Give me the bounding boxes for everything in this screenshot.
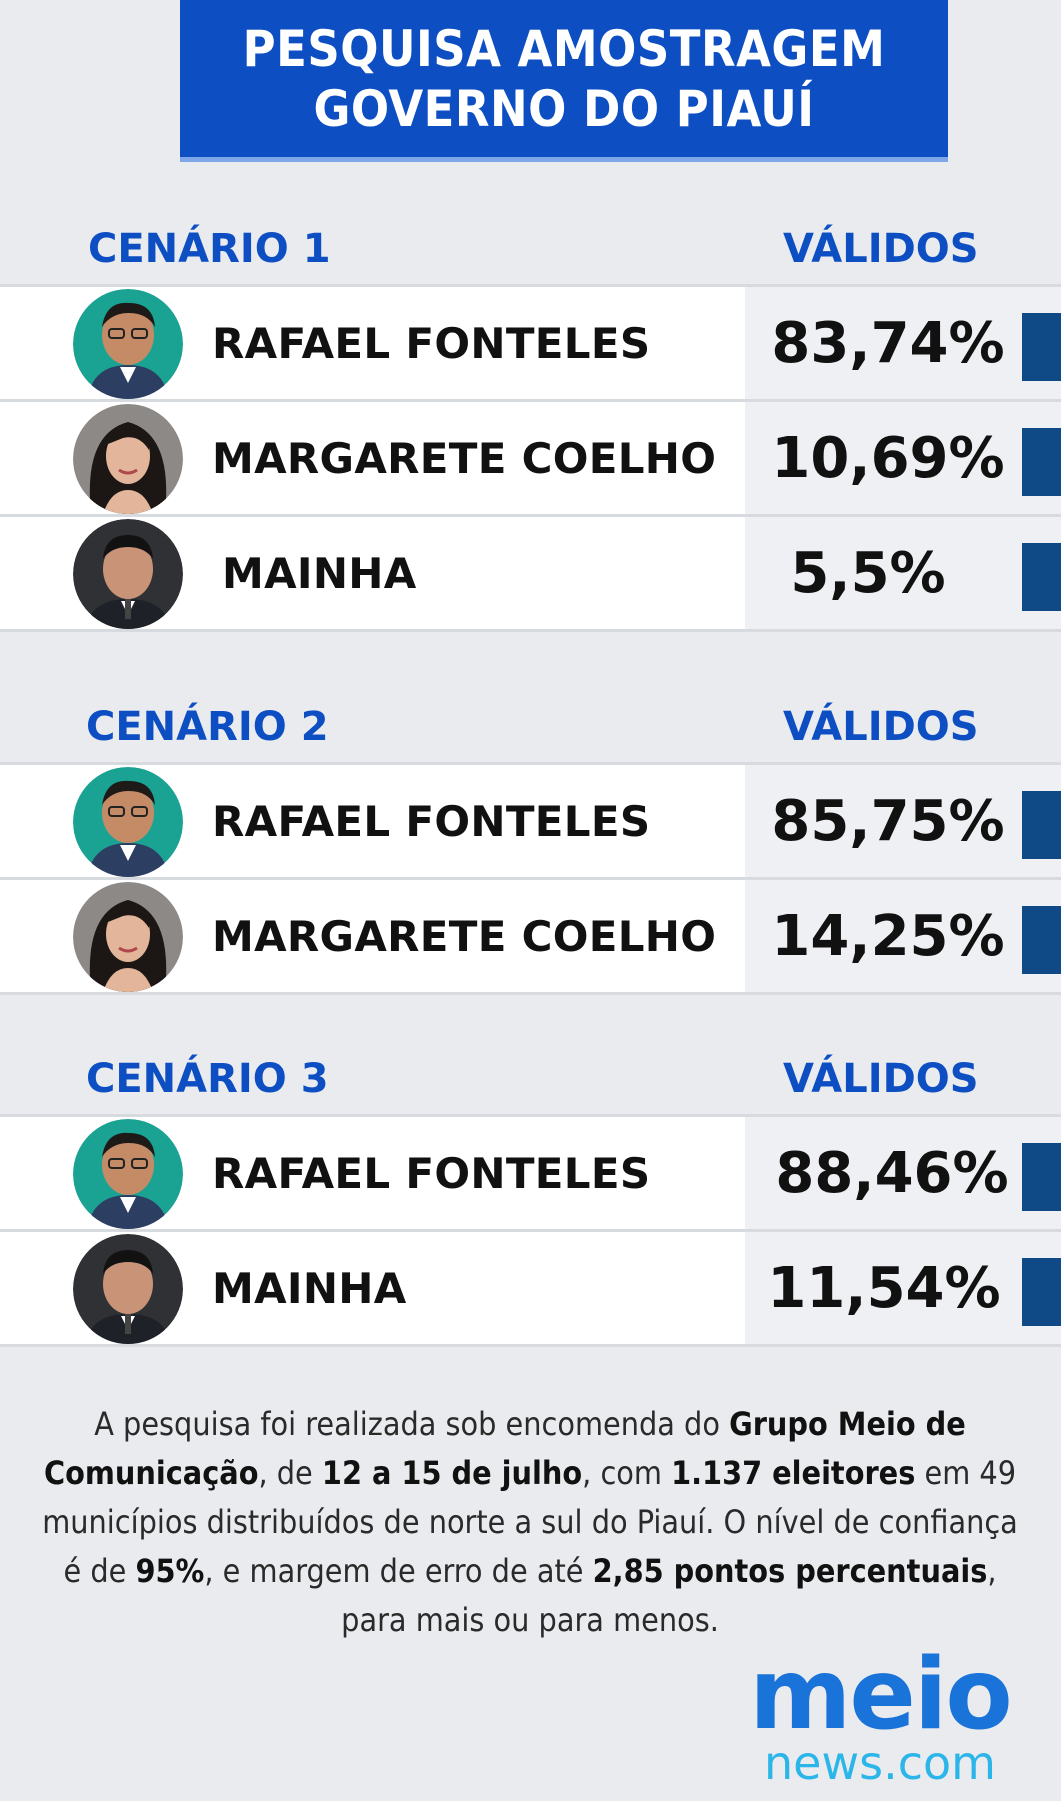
- row-divider: [0, 877, 1061, 880]
- scenario-title: CENÁRIO 2: [86, 704, 329, 750]
- percentage-bar: [1022, 428, 1061, 496]
- scenario-1-heading: CENÁRIO 1 VÁLIDOS: [0, 218, 1061, 278]
- scenario-title: CENÁRIO 1: [88, 226, 331, 272]
- candidate-percentage: 5,5%: [790, 541, 946, 606]
- scenario-title: CENÁRIO 3: [86, 1056, 329, 1102]
- value-cell: [745, 1117, 1061, 1229]
- validos-label: VÁLIDOS: [783, 704, 979, 750]
- row-divider: [0, 284, 1061, 287]
- candidate-percentage: 10,69%: [771, 426, 1005, 491]
- value-cell: [745, 1232, 1061, 1344]
- row-divider: [0, 629, 1061, 632]
- candidate-row: RAFAEL FONTELES 88,46%: [0, 1114, 1061, 1232]
- candidate-row: MAINHA 5,5%: [0, 517, 1061, 632]
- methodology-note: A pesquisa foi realizada sob encomenda d…: [30, 1400, 1030, 1645]
- rafael-avatar: [73, 767, 183, 877]
- note-emphasis: 2,85 pontos percentuais: [592, 1552, 988, 1590]
- percentage-bar: [1022, 313, 1061, 381]
- header-title-line1: PESQUISA AMOSTRAGEM: [242, 19, 886, 78]
- row-divider: [0, 514, 1061, 517]
- value-cell: [745, 517, 1061, 629]
- note-text: A pesquisa foi realizada sob encomenda d…: [94, 1405, 730, 1443]
- note-text: , e margem de erro de até: [204, 1552, 593, 1590]
- value-cell: [745, 880, 1061, 992]
- candidate-name: RAFAEL FONTELES: [212, 319, 651, 368]
- meionews-logo: meio news.com: [740, 1638, 1020, 1790]
- rafael-avatar: [73, 289, 183, 399]
- note-text: , de: [258, 1454, 322, 1492]
- percentage-bar: [1022, 906, 1061, 974]
- value-cell: [745, 765, 1061, 877]
- page-header: PESQUISA AMOSTRAGEM GOVERNO DO PIAUÍ: [180, 0, 948, 162]
- scenario-3-heading: CENÁRIO 3 VÁLIDOS: [0, 1048, 1061, 1108]
- percentage-bar: [1022, 543, 1061, 611]
- validos-label: VÁLIDOS: [783, 1056, 979, 1102]
- scenario-2-heading: CENÁRIO 2 VÁLIDOS: [0, 696, 1061, 756]
- candidate-percentage: 83,74%: [771, 311, 1005, 376]
- logo-word-meio: meio: [749, 1638, 1013, 1752]
- rafael-avatar: [73, 1119, 183, 1229]
- row-divider: [0, 992, 1061, 995]
- note-emphasis: 1.137 eleitores: [671, 1454, 916, 1492]
- note-emphasis: 95%: [135, 1552, 205, 1590]
- percentage-bar: [1022, 791, 1061, 859]
- candidate-name: MARGARETE COELHO: [212, 434, 717, 483]
- logo-word-news: news.com: [764, 1736, 996, 1790]
- mainha-avatar: [73, 1234, 183, 1344]
- candidate-row: MARGARETE COELHO 14,25%: [0, 880, 1061, 995]
- row-divider: [0, 1344, 1061, 1347]
- candidate-row: MARGARETE COELHO 10,69%: [0, 402, 1061, 517]
- note-emphasis: 12 a 15 de julho: [321, 1454, 583, 1492]
- candidate-row: RAFAEL FONTELES 85,75%: [0, 762, 1061, 880]
- note-emphasis: Grupo Meio de Comunicação: [43, 1405, 966, 1492]
- candidate-name: MAINHA: [212, 1264, 407, 1313]
- validos-label: VÁLIDOS: [783, 226, 979, 272]
- mainha-avatar: [73, 519, 183, 629]
- row-divider: [0, 762, 1061, 765]
- percentage-bar: [1022, 1143, 1061, 1211]
- row-divider: [0, 1114, 1061, 1117]
- candidate-name: RAFAEL FONTELES: [212, 797, 651, 846]
- margarete-avatar: [73, 882, 183, 992]
- candidate-percentage: 85,75%: [771, 789, 1005, 854]
- value-cell: [745, 287, 1061, 399]
- row-divider: [0, 1229, 1061, 1232]
- row-divider: [0, 399, 1061, 402]
- value-cell: [745, 402, 1061, 514]
- candidate-name: RAFAEL FONTELES: [212, 1149, 651, 1198]
- note-text: em 49 municípios distribuídos de norte a…: [42, 1454, 1018, 1590]
- candidate-row: RAFAEL FONTELES 83,74%: [0, 284, 1061, 402]
- note-text: , com: [582, 1454, 672, 1492]
- note-text: , para mais ou para menos.: [341, 1552, 997, 1639]
- candidate-percentage: 14,25%: [771, 904, 1005, 969]
- candidate-percentage: 88,46%: [775, 1141, 1009, 1206]
- margarete-avatar: [73, 404, 183, 514]
- candidate-name: MARGARETE COELHO: [212, 912, 717, 961]
- candidate-row: MAINHA 11,54%: [0, 1232, 1061, 1347]
- percentage-bar: [1022, 1258, 1061, 1326]
- candidate-name: MAINHA: [222, 549, 417, 598]
- header-title-line2: GOVERNO DO PIAUÍ: [313, 79, 815, 138]
- candidate-percentage: 11,54%: [767, 1256, 1001, 1321]
